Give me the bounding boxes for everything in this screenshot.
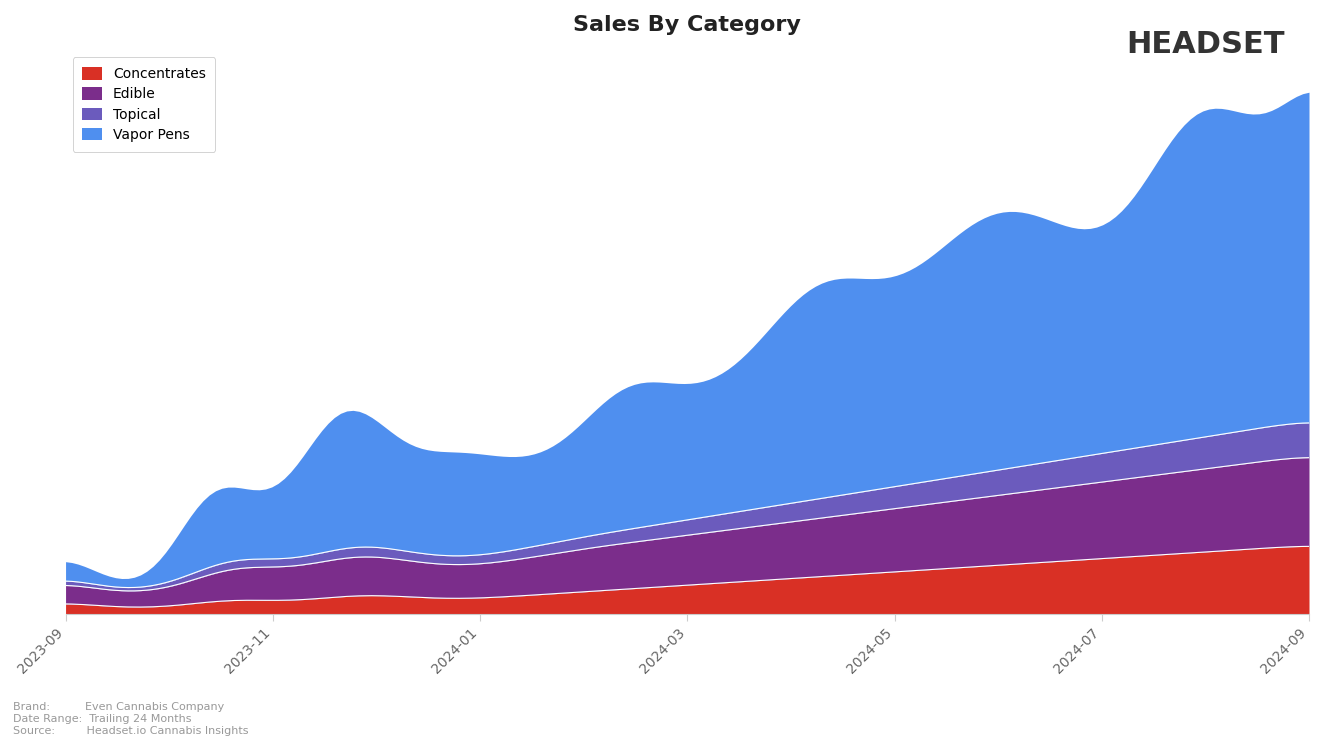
Text: HEADSET: HEADSET <box>1125 30 1284 59</box>
Text: Brand:          Even Cannabis Company
Date Range:  Trailing 24 Months
Source:   : Brand: Even Cannabis Company Date Range:… <box>13 702 249 736</box>
Title: Sales By Category: Sales By Category <box>573 15 801 35</box>
Legend: Concentrates, Edible, Topical, Vapor Pens: Concentrates, Edible, Topical, Vapor Pen… <box>73 57 216 152</box>
